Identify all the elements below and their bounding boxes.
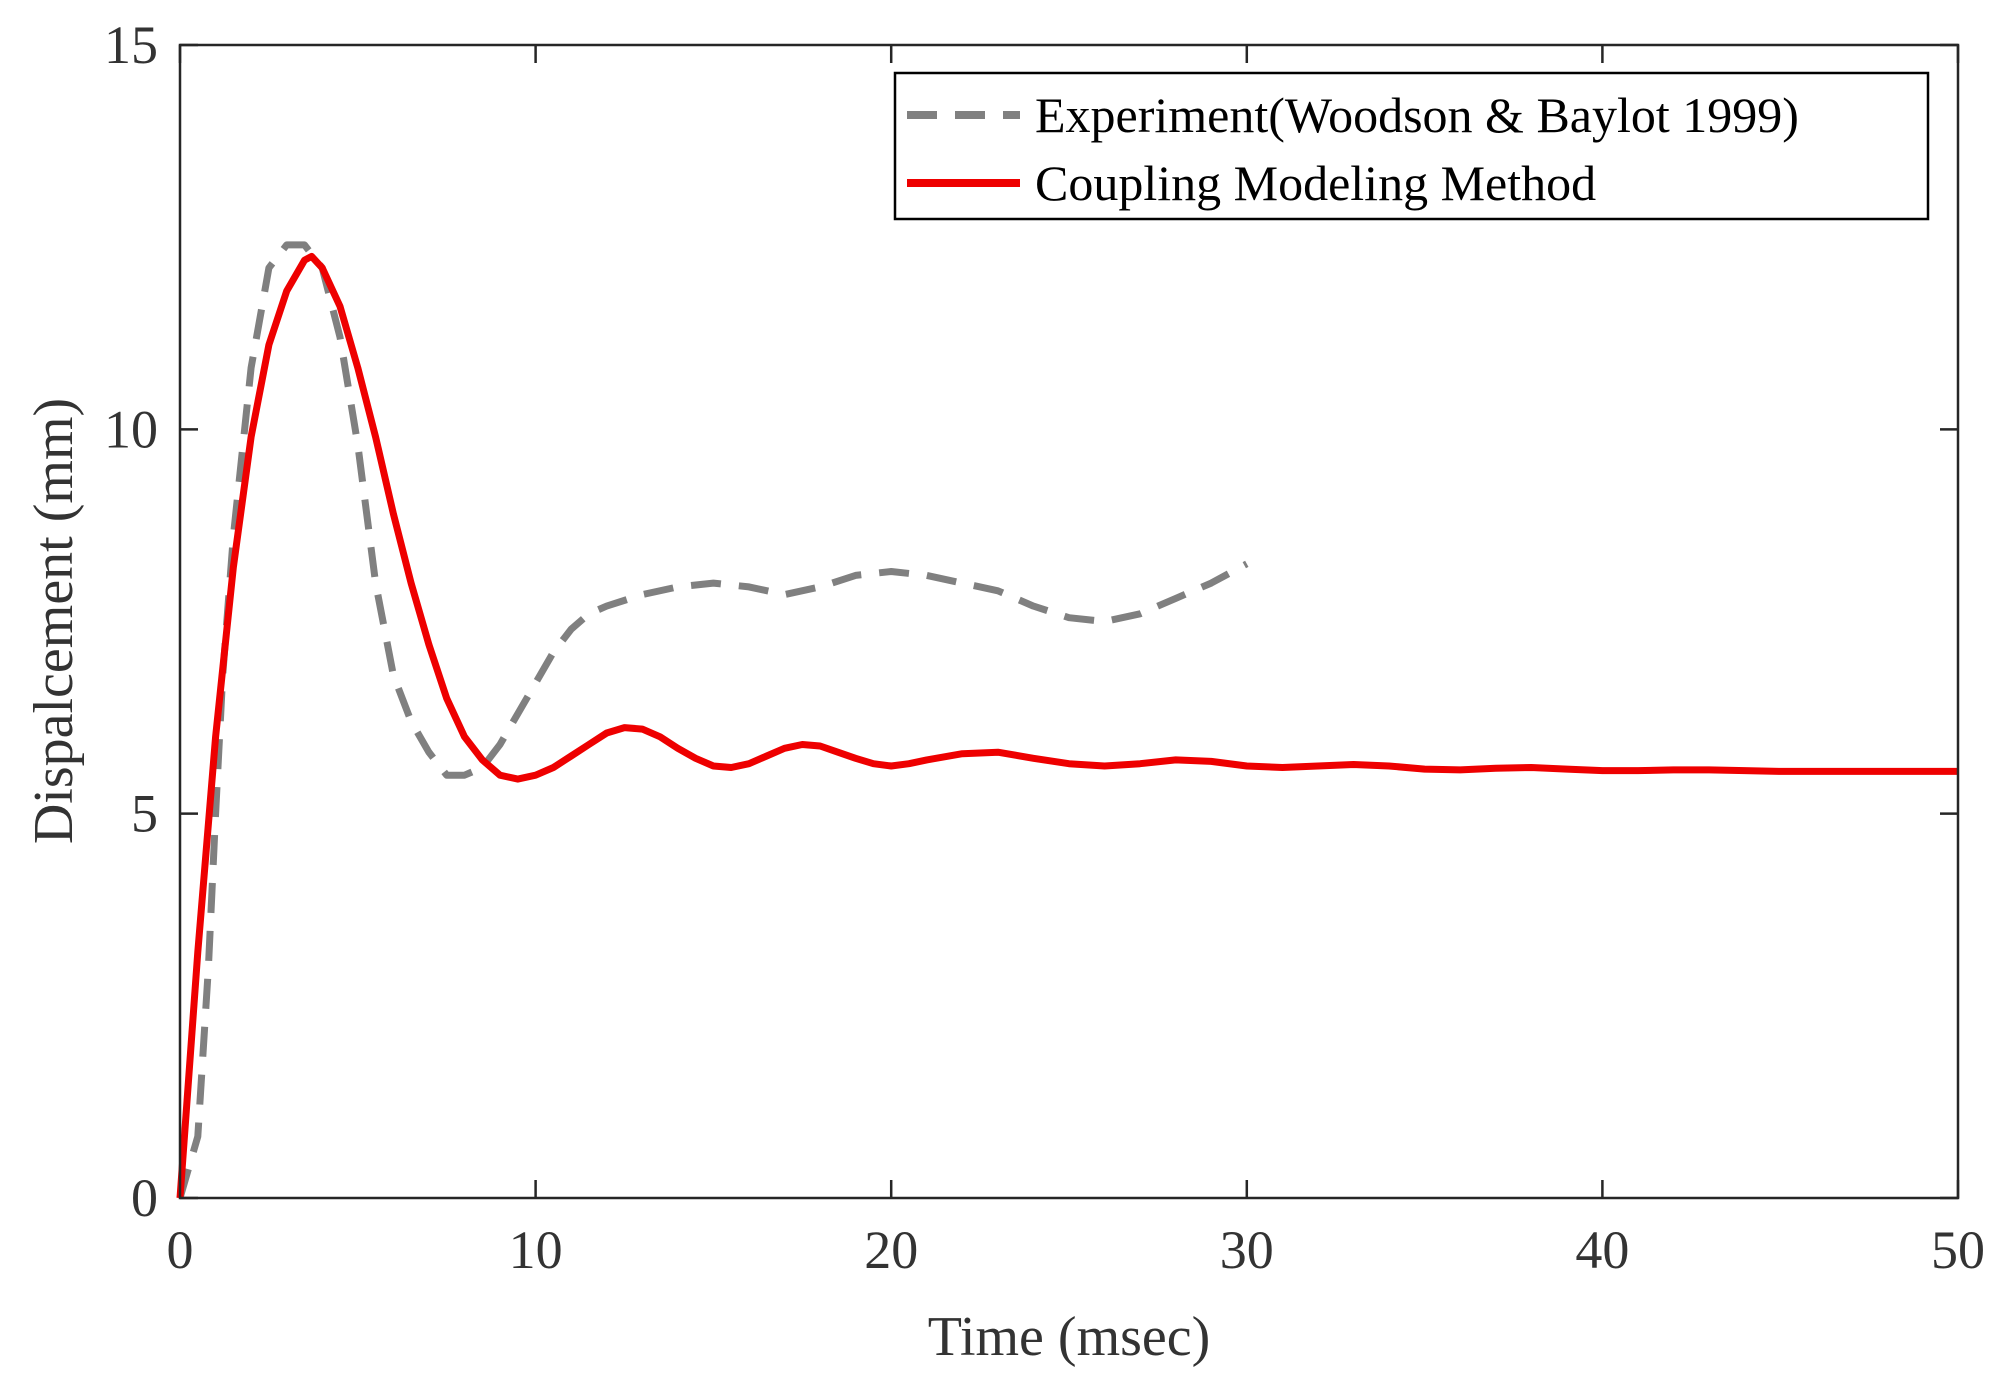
legend-box — [893, 71, 1930, 221]
x-tick-label: 20 — [864, 1220, 918, 1280]
legend-label-coupling-model: Coupling Modeling Method — [1035, 155, 1596, 211]
y-tick-label: 15 — [104, 15, 158, 75]
x-tick-label: 40 — [1575, 1220, 1629, 1280]
x-tick-label: 10 — [509, 1220, 563, 1280]
x-tick-label: 0 — [167, 1220, 194, 1280]
y-axis-title: Dispalcement (mm) — [23, 398, 85, 844]
legend-label-experiment: Experiment(Woodson & Baylot 1999) — [1035, 87, 1799, 143]
x-tick-label: 50 — [1931, 1220, 1985, 1280]
y-tick-label: 5 — [131, 784, 158, 844]
series-line-coupling-model — [176, 252, 1958, 1199]
series-layer — [176, 241, 1958, 1199]
x-axis-title: Time (msec) — [928, 1306, 1211, 1368]
y-tick-label: 0 — [131, 1168, 158, 1228]
y-tick-label: 10 — [104, 399, 158, 459]
legend: Experiment(Woodson & Baylot 1999) Coupli… — [893, 71, 1930, 221]
x-tick-label: 30 — [1220, 1220, 1274, 1280]
x-tick-labels: 0 10 20 30 40 50 — [167, 1220, 1986, 1280]
series-line-experiment — [176, 241, 1249, 1199]
plot-frame — [178, 43, 1960, 1200]
y-tick-labels: 0 5 10 15 — [104, 15, 158, 1228]
